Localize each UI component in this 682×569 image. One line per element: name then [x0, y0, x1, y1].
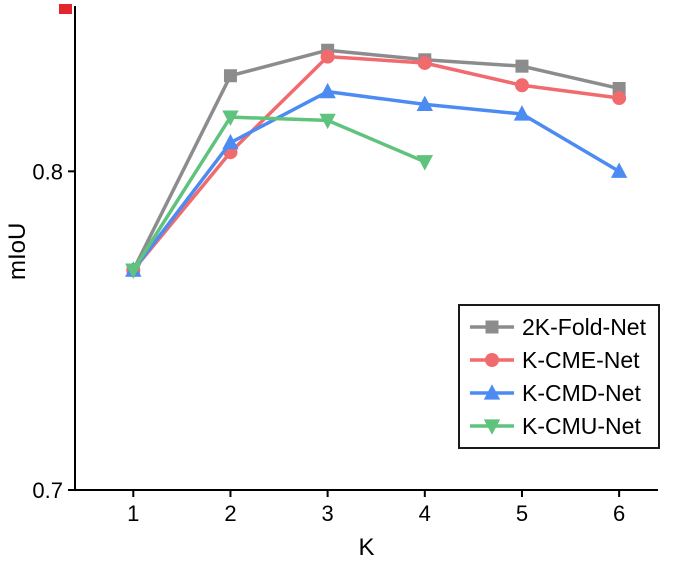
legend-swatch-2k-fold-net	[470, 320, 514, 334]
legend-swatch-k-cmu-net	[470, 419, 514, 435]
legend-entry: K-CME-Net	[468, 344, 650, 376]
red-corner-mark	[59, 4, 72, 14]
data-point-circle	[612, 91, 627, 106]
legend-entry: K-CMD-Net	[468, 377, 650, 409]
series-line-K-CMD-Net	[131, 89, 621, 272]
y-tick-label: 0.8	[32, 159, 63, 184]
data-point-square	[612, 81, 626, 95]
x-tick-label: 4	[419, 501, 431, 526]
x-tick-label: 1	[127, 501, 139, 526]
legend-label: K-CME-Net	[522, 346, 640, 373]
legend-swatch-k-cmd-net	[470, 384, 514, 400]
x-tick-label: 5	[516, 501, 528, 526]
data-point-triangle-down	[483, 419, 501, 435]
data-point-square	[515, 59, 529, 73]
data-point-circle	[485, 353, 499, 367]
data-point-circle	[417, 55, 432, 70]
legend-swatch-k-cme-net	[470, 353, 514, 367]
data-point-triangle-down	[319, 113, 336, 130]
legend: 2K-Fold-Net K-CME-Net K-CMD-Net K-CMU-Ne…	[458, 304, 660, 449]
legend-label: 2K-Fold-Net	[522, 313, 646, 340]
x-tick-label: 3	[322, 501, 334, 526]
series-line-K-CMU-Net	[131, 115, 427, 272]
data-point-triangle-up	[483, 384, 501, 400]
data-point-triangle-up	[222, 133, 239, 150]
legend-entry: 2K-Fold-Net	[468, 311, 650, 343]
y-axis-title: mIoU	[4, 222, 31, 280]
data-point-triangle-up	[319, 82, 336, 99]
x-tick-label: 6	[613, 501, 625, 526]
series-line-2K-Fold-Net	[131, 48, 621, 272]
data-point-circle	[514, 78, 529, 93]
data-point-triangle-up	[416, 95, 433, 112]
x-axis-title: K	[358, 534, 375, 561]
data-point-square	[485, 320, 499, 334]
x-tick-label: 2	[224, 501, 236, 526]
legend-label: K-CMD-Net	[522, 379, 641, 406]
legend-label: K-CMU-Net	[522, 412, 641, 439]
data-point-triangle-up	[513, 105, 531, 121]
y-tick-label: 0.7	[32, 478, 63, 503]
data-point-triangle-down	[222, 110, 239, 126]
series-line-K-CME-Net	[131, 54, 621, 272]
data-point-triangle-down	[125, 263, 142, 279]
data-point-square	[223, 69, 237, 83]
data-point-circle	[320, 49, 335, 64]
legend-entry: K-CMU-Net	[468, 410, 650, 442]
data-point-triangle-down	[416, 155, 433, 171]
data-point-triangle-up	[610, 162, 628, 178]
